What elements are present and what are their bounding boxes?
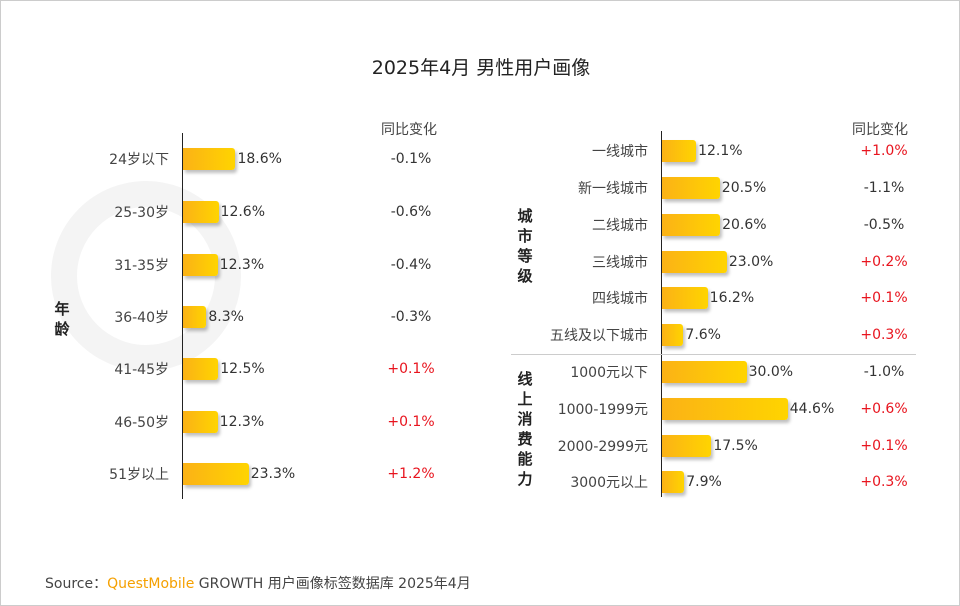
bar xyxy=(662,435,712,457)
yoy-change: +0.2% xyxy=(860,254,908,270)
bar xyxy=(183,306,207,328)
source-text: GROWTH 用户画像标签数据库 2025年4月 xyxy=(198,576,471,592)
yoy-change: -1.0% xyxy=(863,364,905,380)
value-label: 7.6% xyxy=(685,327,721,343)
value-label: 12.6% xyxy=(220,204,266,220)
value-label: 12.3% xyxy=(219,257,265,273)
value-label: 12.3% xyxy=(219,414,265,430)
bar xyxy=(662,471,685,493)
bar xyxy=(183,254,218,276)
yoy-change: +0.1% xyxy=(860,290,908,306)
value-label: 23.3% xyxy=(250,466,296,482)
yoy-change: +0.3% xyxy=(860,327,908,343)
group-title-spending: 线上消费能力 xyxy=(517,370,533,488)
source-note: Source：QuestMobile GROWTH 用户画像标签数据库 2025… xyxy=(45,573,471,593)
category-label: 2000-2999元 xyxy=(557,439,648,455)
bar xyxy=(662,287,708,309)
category-label: 41-45岁 xyxy=(114,362,169,378)
category-label: 31-35岁 xyxy=(114,258,169,274)
left-axis xyxy=(182,133,183,499)
bar xyxy=(183,463,249,485)
yoy-change: +0.3% xyxy=(860,474,908,490)
value-label: 18.6% xyxy=(237,151,282,167)
right-axis xyxy=(661,131,662,497)
bar xyxy=(662,140,697,162)
value-label: 20.6% xyxy=(722,217,767,233)
bar xyxy=(183,411,218,433)
value-label: 12.5% xyxy=(220,361,265,377)
yoy-change: -0.6% xyxy=(390,204,432,220)
category-label: 46-50岁 xyxy=(114,415,169,431)
category-label: 三线城市 xyxy=(592,255,648,271)
source-prefix: Source： xyxy=(45,576,108,592)
yoy-change: +0.6% xyxy=(860,401,908,417)
bar xyxy=(662,251,727,273)
group-title-age: 年龄 xyxy=(54,300,70,338)
yoy-change: +0.1% xyxy=(387,361,435,377)
category-label: 25-30岁 xyxy=(114,205,169,221)
yoy-change: -0.4% xyxy=(390,257,432,273)
yoy-change: -1.1% xyxy=(863,180,905,196)
value-label: 7.9% xyxy=(686,474,722,490)
value-label: 12.1% xyxy=(698,143,743,159)
category-label: 1000-1999元 xyxy=(557,402,648,418)
category-label: 五线及以下城市 xyxy=(550,328,648,344)
yoy-change: -0.5% xyxy=(863,217,905,233)
yoy-change: -0.3% xyxy=(390,309,432,325)
bar xyxy=(662,214,721,236)
value-label: 8.3% xyxy=(208,309,244,325)
group-title-city: 城市等级 xyxy=(517,207,533,285)
source-brand: QuestMobile xyxy=(107,576,195,592)
bar xyxy=(183,201,219,223)
group-divider xyxy=(511,354,916,355)
change-header-left: 同比变化 xyxy=(381,122,437,138)
value-label: 16.2% xyxy=(709,290,755,306)
value-label: 44.6% xyxy=(789,401,835,417)
category-label: 36-40岁 xyxy=(114,310,169,326)
category-label: 二线城市 xyxy=(592,218,648,234)
yoy-change: +0.1% xyxy=(860,438,908,454)
category-label: 一线城市 xyxy=(592,144,648,160)
bar xyxy=(662,177,720,199)
yoy-change: -0.1% xyxy=(390,151,432,167)
bar xyxy=(662,398,788,420)
yoy-change: +0.1% xyxy=(387,414,435,430)
bar xyxy=(183,148,236,170)
value-label: 30.0% xyxy=(748,364,794,380)
category-label: 51岁以上 xyxy=(109,467,169,483)
category-label: 3000元以上 xyxy=(570,475,648,491)
bar xyxy=(662,361,747,383)
category-label: 24岁以下 xyxy=(109,152,169,168)
bar xyxy=(662,324,684,346)
change-header-right: 同比变化 xyxy=(852,122,908,138)
value-label: 23.0% xyxy=(728,254,774,270)
yoy-change: +1.0% xyxy=(860,143,908,159)
category-label: 四线城市 xyxy=(592,291,648,307)
page-title: 2025年4月 男性用户画像 xyxy=(371,57,591,79)
category-label: 新一线城市 xyxy=(578,181,648,197)
category-label: 1000元以下 xyxy=(570,365,648,381)
value-label: 20.5% xyxy=(721,180,767,196)
value-label: 17.5% xyxy=(713,438,758,454)
bar xyxy=(183,358,219,380)
yoy-change: +1.2% xyxy=(387,466,435,482)
